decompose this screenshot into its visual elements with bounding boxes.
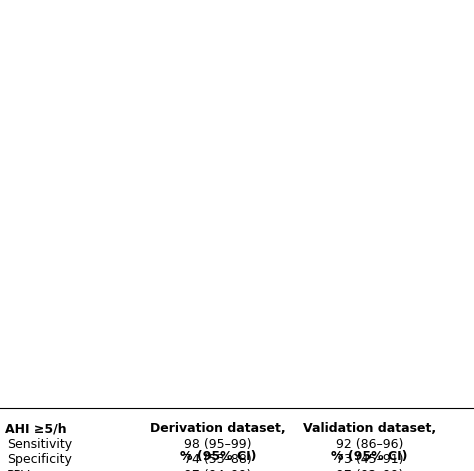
Text: 97 (94–99): 97 (94–99) — [184, 469, 252, 471]
Text: % (95% CI): % (95% CI) — [331, 450, 408, 463]
Text: 92 (86–96): 92 (86–96) — [336, 438, 403, 450]
Text: Specificity: Specificity — [7, 453, 72, 466]
Text: 98 (95–99): 98 (95–99) — [184, 438, 252, 450]
Text: 74 (53–88): 74 (53–88) — [184, 453, 252, 466]
Text: PPV: PPV — [7, 469, 30, 471]
Text: Validation dataset,: Validation dataset, — [303, 422, 436, 435]
Text: 73 (45–91): 73 (45–91) — [336, 453, 403, 466]
Text: % (95% CI): % (95% CI) — [180, 450, 256, 463]
Text: AHI ≥5/h: AHI ≥5/h — [5, 422, 66, 435]
Text: 97 (92–99): 97 (92–99) — [336, 469, 403, 471]
Text: Sensitivity: Sensitivity — [7, 438, 72, 450]
Text: Derivation dataset,: Derivation dataset, — [150, 422, 286, 435]
